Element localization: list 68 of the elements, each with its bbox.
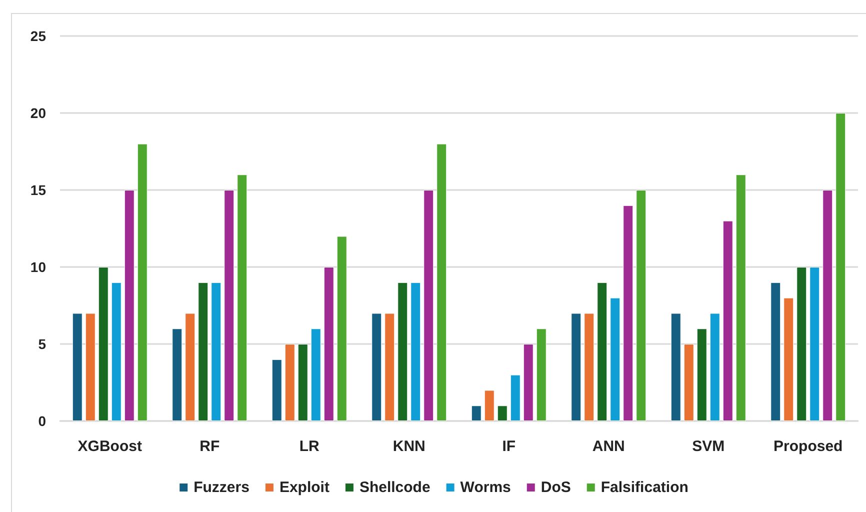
legend-label: Worms	[460, 479, 511, 496]
bar	[684, 344, 694, 421]
bar	[398, 282, 408, 421]
bar	[836, 113, 846, 421]
bar	[636, 190, 646, 421]
y-tick-label: 10	[30, 259, 46, 275]
bar	[696, 328, 707, 421]
legend-label: Shellcode	[359, 479, 430, 496]
legend-label: Falsification	[600, 479, 688, 496]
bar	[736, 174, 746, 421]
y-tick-label: 5	[38, 336, 46, 352]
bar	[211, 282, 222, 421]
bar	[484, 390, 494, 421]
bar	[822, 190, 833, 421]
bar	[224, 190, 234, 421]
bar	[623, 205, 634, 421]
bar	[124, 190, 134, 421]
x-tick-label: KNN	[392, 438, 426, 455]
bar	[670, 313, 681, 421]
bar	[372, 313, 382, 421]
bar	[471, 406, 482, 421]
bar	[384, 313, 395, 421]
legend-label: Exploit	[279, 479, 330, 496]
bar	[796, 267, 807, 421]
y-tick-label: 15	[30, 182, 46, 198]
bar	[284, 344, 295, 421]
x-tick-label: Proposed	[774, 438, 843, 455]
bar	[536, 328, 546, 421]
bar	[98, 267, 108, 421]
x-tick-label: IF	[502, 438, 516, 455]
x-tick-label: XGBoost	[78, 438, 142, 455]
bar	[410, 282, 421, 421]
bar	[310, 328, 321, 421]
bar	[185, 313, 196, 421]
bar	[272, 359, 282, 421]
bar	[111, 282, 122, 421]
bar	[722, 220, 733, 421]
bar	[784, 298, 794, 421]
x-tick-label: SVM	[692, 438, 725, 455]
bar	[710, 313, 720, 421]
x-tick-label: RF	[200, 438, 220, 455]
bar	[72, 313, 82, 421]
bar	[597, 282, 608, 421]
bar	[571, 313, 582, 421]
bar	[336, 236, 347, 421]
y-tick-label: 25	[30, 28, 46, 44]
legend-label: DoS	[540, 479, 571, 496]
bar	[324, 267, 334, 421]
bar	[198, 282, 208, 421]
x-tick-label: LR	[299, 438, 320, 455]
legend-label: Fuzzers	[194, 479, 250, 496]
bar	[85, 313, 96, 421]
bar	[172, 328, 182, 421]
x-tick-label: ANN	[592, 438, 625, 455]
bar	[436, 144, 447, 421]
bar	[137, 144, 148, 421]
bar	[523, 344, 534, 421]
bar	[510, 374, 520, 421]
bar	[810, 267, 820, 421]
bar	[237, 174, 248, 421]
bar	[610, 298, 620, 421]
bar	[424, 190, 434, 421]
y-tick-label: 0	[38, 413, 46, 429]
bar	[770, 282, 781, 421]
bar	[298, 344, 308, 421]
bar	[584, 313, 594, 421]
y-tick-label: 20	[30, 105, 46, 121]
bar	[497, 406, 508, 421]
